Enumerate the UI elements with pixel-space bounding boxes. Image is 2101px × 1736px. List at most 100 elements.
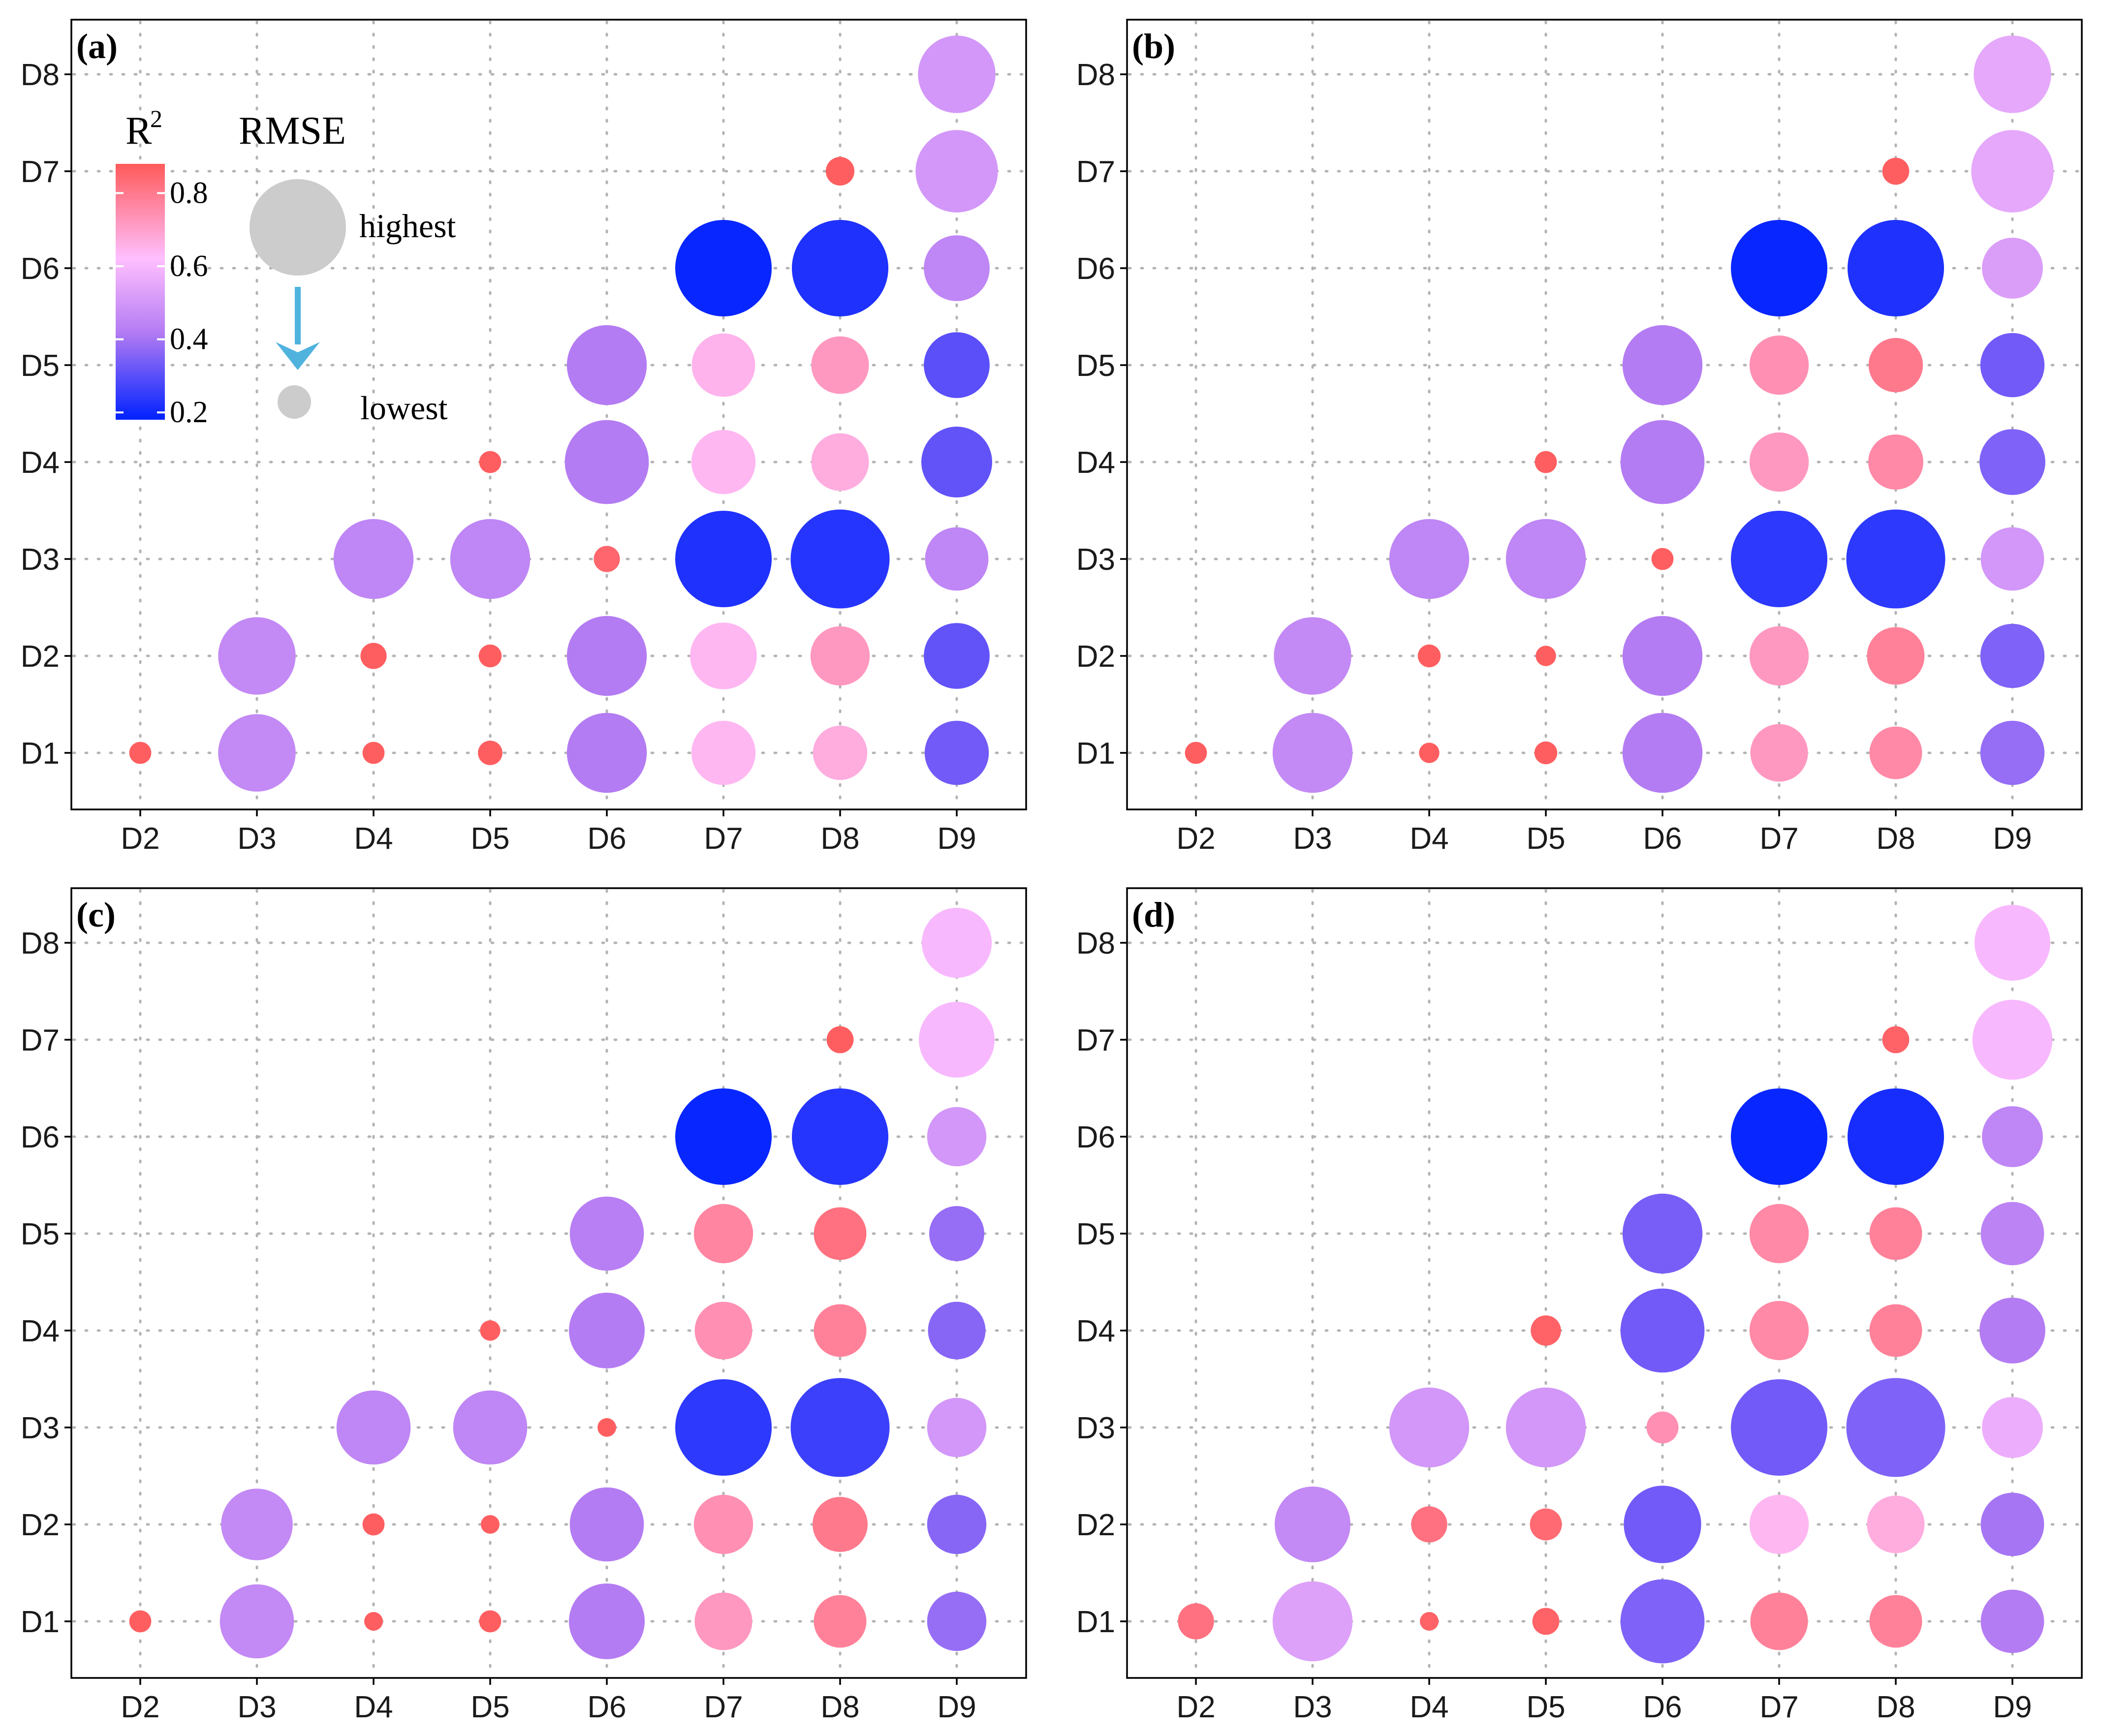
point-d9-d2 <box>927 1494 987 1554</box>
x-tick-label: D8 <box>820 822 859 856</box>
size-legend-lowest-label: lowest <box>360 389 448 427</box>
y-tick-label: D8 <box>21 927 60 961</box>
panel-frame <box>1126 19 2083 810</box>
point-d7-d3 <box>1731 511 1827 607</box>
point-d7-d3 <box>1731 1379 1827 1476</box>
point-d8-d5 <box>1869 1207 1922 1260</box>
point-d9-d5 <box>929 1206 984 1261</box>
point-d9-d6 <box>924 235 990 301</box>
x-tick-label: D6 <box>587 822 626 856</box>
point-d4-d3 <box>1389 519 1470 599</box>
y-tick-label: D3 <box>21 543 60 577</box>
point-d3-d1 <box>1272 1581 1353 1662</box>
point-d2-d1 <box>129 1610 152 1633</box>
point-d8-d6 <box>792 220 888 316</box>
y-tick-label: D4 <box>1076 1314 1115 1348</box>
point-d8-d7 <box>1882 1026 1910 1054</box>
color-legend-title: R <box>125 109 152 153</box>
point-d6-d1 <box>1622 713 1703 793</box>
point-d9-d5 <box>924 332 990 398</box>
point-d5-d4 <box>479 451 502 473</box>
point-d6-d1 <box>566 713 647 793</box>
y-tick-label: D2 <box>1076 1508 1115 1542</box>
point-d9-d5 <box>1980 333 2045 398</box>
panel-c: D2 D3 D4 D5 D6 D7 D8 D9 D1 D2 D3 D4 D5 D6 D7 D8 (c) <box>21 887 1027 1724</box>
point-d8-d4 <box>811 433 869 491</box>
y-tick-label: D7 <box>21 1023 60 1057</box>
point-d7-d4 <box>694 1302 753 1360</box>
point-d8-d5 <box>814 1207 867 1260</box>
point-d7-d6 <box>1731 1088 1827 1185</box>
point-d9-d4 <box>1979 429 2045 495</box>
y-tick-label: D8 <box>1076 58 1115 92</box>
point-d8-d6 <box>1848 220 1944 316</box>
legend: R2 0.8 0.6 0.4 0.2 RMSE highest lowest <box>116 105 456 429</box>
x-tick-label: D7 <box>1759 1690 1798 1724</box>
x-tick-label: D7 <box>1759 822 1798 856</box>
y-tick-label: D6 <box>21 1120 60 1154</box>
point-d4-d2 <box>1411 1506 1447 1543</box>
panel-label: (d) <box>1132 895 1175 934</box>
point-d6-d5 <box>566 325 647 405</box>
point-d6-d3 <box>594 546 620 572</box>
point-d5-d2 <box>1530 1508 1562 1541</box>
point-d6-d4 <box>569 1293 645 1368</box>
point-d8-d5 <box>811 336 869 394</box>
point-d9-d6 <box>1982 238 2043 299</box>
y-tick-label: D4 <box>21 1314 60 1348</box>
point-d7-d6 <box>675 220 772 316</box>
y-tick-label: D6 <box>21 252 60 286</box>
panel-d: D2 D3 D4 D5 D6 D7 D8 D9 D1 D2 D3 D4 D5 D6 D7 D8 (d) <box>1076 887 2083 1724</box>
point-d7-d6 <box>675 1088 772 1185</box>
point-d2-d1 <box>1185 742 1207 764</box>
point-d3-d2 <box>1275 1487 1350 1562</box>
point-d9-d2 <box>1980 1492 2044 1556</box>
y-tick-label: D6 <box>1076 1120 1115 1154</box>
point-d8-d2 <box>1867 627 1925 685</box>
point-d7-d3 <box>675 511 772 607</box>
point-d6-d2 <box>566 616 647 696</box>
point-d8-d7 <box>825 156 855 186</box>
point-d8-d2 <box>813 1497 868 1552</box>
point-d9-d4 <box>928 1302 986 1360</box>
point-d7-d5 <box>1749 1204 1809 1264</box>
point-d7-d2 <box>690 622 757 689</box>
x-tick-label: D4 <box>1410 822 1448 856</box>
x-tick-label: D6 <box>1643 1690 1682 1724</box>
point-d9-d8 <box>918 35 996 113</box>
point-d4-d1 <box>1420 1612 1439 1631</box>
point-d6-d1 <box>569 1583 645 1659</box>
point-d7-d6 <box>1731 220 1827 316</box>
point-d5-d4 <box>1531 1315 1561 1346</box>
point-d8-d4 <box>1868 434 1923 490</box>
x-tick-label: D9 <box>1993 1690 2032 1724</box>
point-d5-d1 <box>1532 1608 1560 1635</box>
panel-label: (a) <box>76 27 118 66</box>
point-d3-d2 <box>221 1488 293 1560</box>
point-d8-d1 <box>1869 726 1922 779</box>
point-d9-d1 <box>1980 1589 2044 1653</box>
point-d5-d3 <box>1505 1387 1586 1468</box>
point-d5-d4 <box>480 1320 501 1341</box>
size-legend-title: RMSE <box>239 109 346 153</box>
point-d5-d2 <box>478 644 502 668</box>
point-d8-d5 <box>1868 338 1923 393</box>
point-d9-d3 <box>927 1397 987 1457</box>
point-d4-d3 <box>336 1390 411 1465</box>
point-d9-d3 <box>1980 527 2044 591</box>
x-tick-label: D4 <box>1410 1690 1448 1724</box>
point-d4-d2 <box>362 1513 385 1536</box>
point-d9-d7 <box>1971 130 2054 213</box>
y-tick-label: D1 <box>21 737 60 771</box>
point-d9-d8 <box>1975 905 2050 981</box>
x-tick-label: D9 <box>937 1690 976 1724</box>
point-d7-d1 <box>1750 1592 1808 1650</box>
point-d8-d1 <box>814 1595 867 1648</box>
y-tick-label: D4 <box>1076 446 1115 480</box>
color-bar-tick-label: 0.8 <box>170 176 208 210</box>
y-tick-label: D8 <box>21 58 60 92</box>
panel-frame <box>70 887 1027 1679</box>
point-d9-d3 <box>925 527 989 591</box>
x-tick-label: D2 <box>121 822 159 856</box>
point-d9-d4 <box>921 427 992 497</box>
